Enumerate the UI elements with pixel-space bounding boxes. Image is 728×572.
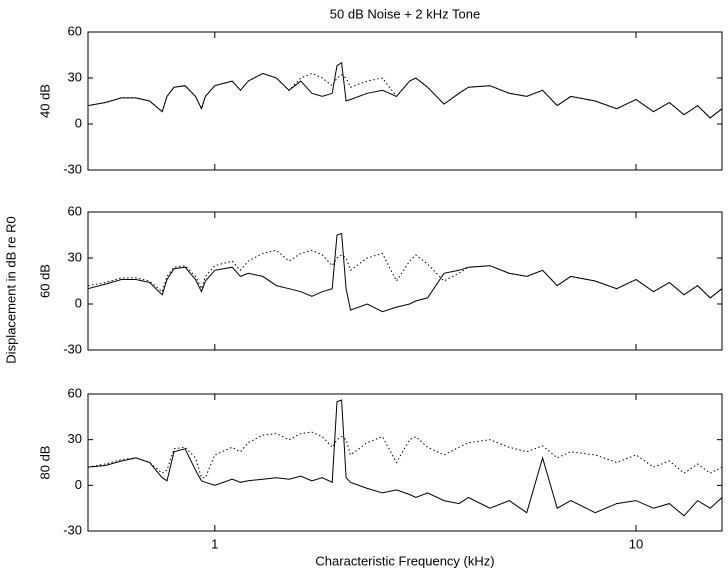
panel-label: 80 dB xyxy=(37,446,52,480)
x-tick-label: 10 xyxy=(629,536,643,551)
data-line xyxy=(87,61,723,119)
y-axis-label: Displacement in dB re R0 xyxy=(3,216,18,363)
data-line xyxy=(87,431,723,479)
data-line xyxy=(87,232,723,313)
x-axis-label: Characteristic Frequency (kHz) xyxy=(315,553,494,568)
y-tick-label: 30 xyxy=(68,249,82,264)
y-tick-label: 60 xyxy=(68,385,82,400)
plot-frame xyxy=(87,211,723,351)
y-tick-label: 0 xyxy=(75,115,82,130)
plot-frame xyxy=(87,31,723,171)
data-line xyxy=(87,249,723,299)
data-line xyxy=(87,72,723,119)
panel-label: 60 dB xyxy=(37,264,52,298)
y-tick-label: 60 xyxy=(68,203,82,218)
y-tick-label: 30 xyxy=(68,431,82,446)
plot-frame xyxy=(87,393,723,532)
y-tick-label: 0 xyxy=(75,477,82,492)
data-line xyxy=(87,399,723,517)
y-tick-label: 0 xyxy=(75,295,82,310)
x-tick-label: 1 xyxy=(211,536,218,551)
y-tick-label: 30 xyxy=(68,69,82,84)
y-tick-label: -30 xyxy=(63,341,82,356)
chart-title: 50 dB Noise + 2 kHz Tone xyxy=(330,6,480,21)
y-tick-label: -30 xyxy=(63,522,82,537)
panel-label: 40 dB xyxy=(37,84,52,118)
y-tick-label: 60 xyxy=(68,23,82,38)
y-tick-label: -30 xyxy=(63,161,82,176)
